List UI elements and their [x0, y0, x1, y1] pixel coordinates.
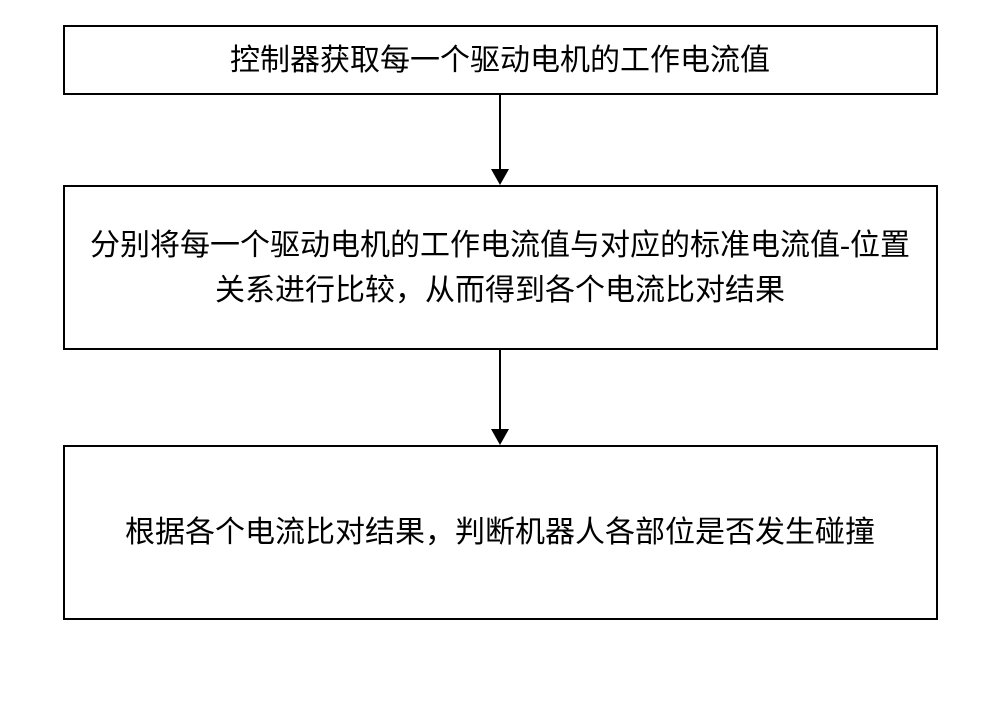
arrow-1-line: [499, 95, 501, 169]
flowchart-box-1: 控制器获取每一个驱动电机的工作电流值: [63, 25, 938, 95]
box-1-text: 控制器获取每一个驱动电机的工作电流值: [230, 38, 770, 83]
flowchart-container: 控制器获取每一个驱动电机的工作电流值 分别将每一个驱动电机的工作电流值与对应的标…: [60, 25, 940, 620]
arrow-1-head: [491, 169, 509, 185]
flowchart-box-3: 根据各个电流比对结果，判断机器人各部位是否发生碰撞: [63, 445, 938, 620]
flowchart-box-2: 分别将每一个驱动电机的工作电流值与对应的标准电流值-位置关系进行比较，从而得到各…: [63, 185, 938, 350]
box-3-text: 根据各个电流比对结果，判断机器人各部位是否发生碰撞: [125, 510, 875, 555]
box-2-text: 分别将每一个驱动电机的工作电流值与对应的标准电流值-位置关系进行比较，从而得到各…: [85, 223, 916, 313]
arrow-2: [491, 350, 509, 445]
arrow-1: [491, 95, 509, 185]
arrow-2-head: [491, 429, 509, 445]
arrow-2-line: [499, 350, 501, 429]
